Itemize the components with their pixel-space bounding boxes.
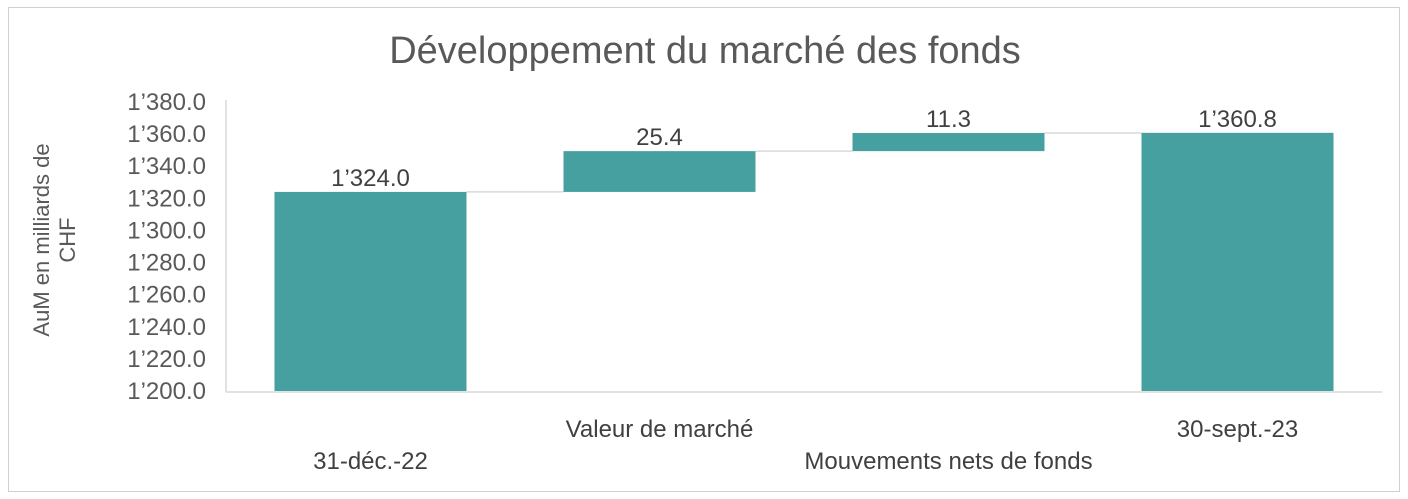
- y-tick-label: 1’340.0: [127, 153, 206, 180]
- y-tick-label: 1’280.0: [127, 250, 206, 277]
- data-label: 11.3: [926, 106, 971, 133]
- data-label: 1’360.8: [1198, 106, 1277, 133]
- waterfall-chart: Développement du marché des fonds AuM en…: [29, 30, 1382, 475]
- y-tick-label: 1’360.0: [127, 121, 206, 148]
- chart-frame: Développement du marché des fonds AuM en…: [8, 7, 1400, 492]
- connector-lines: [466, 132, 1142, 193]
- y-axis-label: AuM en milliards de CHF: [29, 143, 80, 336]
- bars: [274, 132, 1334, 391]
- axes: [225, 100, 1382, 393]
- chart-title: Développement du marché des fonds: [389, 30, 1021, 72]
- data-label: 1’324.0: [331, 165, 410, 192]
- y-axis-label-line: CHF: [55, 217, 80, 262]
- data-label: 25.4: [636, 124, 683, 151]
- y-tick-label: 1’220.0: [127, 346, 206, 373]
- y-tick-label: 1’260.0: [127, 282, 206, 309]
- y-axis-label-line: AuM en milliards de: [29, 143, 54, 336]
- y-tick-label: 1’320.0: [127, 185, 206, 212]
- y-tick-label: 1’380.0: [127, 89, 206, 116]
- category-labels: 31-déc.-22 Valeur de marché Mouvements net…: [313, 416, 1298, 475]
- category-label: 30-sept.-23: [1177, 416, 1298, 443]
- y-tick-label: 1’300.0: [127, 217, 206, 244]
- total-bar: [1141, 132, 1334, 391]
- y-tick-label: 1’200.0: [127, 378, 206, 405]
- total-bar: [274, 191, 467, 391]
- data-labels: 1’324.0 25.4 11.3 1’360.8: [331, 106, 1277, 192]
- category-label: Valeur de marché: [566, 416, 754, 443]
- delta-bar: [852, 132, 1045, 152]
- category-label: 31-déc.-22: [313, 448, 428, 475]
- delta-bar: [563, 151, 756, 192]
- category-label: Mouvements nets de fonds: [804, 448, 1092, 475]
- y-axis-ticks: 1’200.0 1’220.0 1’240.0 1’260.0 1’280.0 1’300…: [127, 89, 206, 405]
- y-tick-label: 1’240.0: [127, 314, 206, 341]
